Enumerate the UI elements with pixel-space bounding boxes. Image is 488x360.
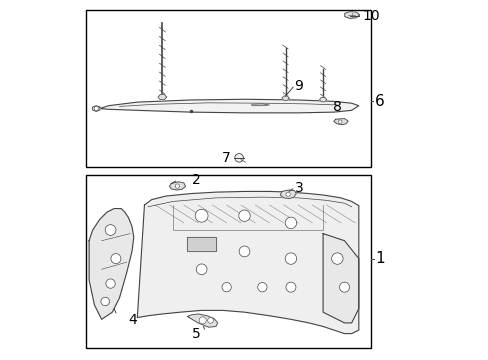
- Circle shape: [101, 297, 109, 306]
- Circle shape: [239, 246, 249, 257]
- Polygon shape: [187, 237, 216, 251]
- Polygon shape: [282, 96, 288, 100]
- Text: 6: 6: [374, 94, 384, 109]
- Circle shape: [195, 209, 207, 222]
- Polygon shape: [92, 106, 100, 111]
- Polygon shape: [137, 192, 358, 334]
- Circle shape: [105, 225, 116, 235]
- Polygon shape: [169, 182, 185, 190]
- Circle shape: [238, 210, 250, 221]
- Polygon shape: [158, 95, 166, 100]
- Circle shape: [338, 120, 341, 123]
- Circle shape: [111, 253, 121, 264]
- Text: 1: 1: [374, 251, 384, 266]
- Circle shape: [207, 318, 213, 323]
- Text: 9: 9: [294, 79, 303, 93]
- Polygon shape: [323, 234, 358, 323]
- Text: 4: 4: [128, 313, 137, 327]
- Polygon shape: [333, 118, 347, 125]
- Circle shape: [285, 253, 296, 264]
- Circle shape: [285, 217, 296, 229]
- Circle shape: [257, 283, 266, 292]
- Polygon shape: [344, 12, 359, 18]
- Circle shape: [175, 184, 179, 188]
- Polygon shape: [100, 99, 358, 113]
- Circle shape: [331, 253, 343, 264]
- Circle shape: [106, 279, 115, 288]
- Text: 3: 3: [294, 181, 303, 195]
- Circle shape: [94, 107, 98, 111]
- Circle shape: [234, 154, 243, 162]
- Circle shape: [196, 264, 206, 275]
- Text: 5: 5: [191, 327, 200, 341]
- Circle shape: [199, 317, 206, 324]
- Text: 8: 8: [332, 100, 341, 114]
- Text: 7: 7: [222, 151, 231, 165]
- Polygon shape: [319, 98, 326, 102]
- Text: 10: 10: [362, 9, 379, 23]
- Circle shape: [285, 192, 290, 197]
- Polygon shape: [280, 190, 296, 199]
- Bar: [85, 10, 370, 167]
- Circle shape: [285, 282, 295, 292]
- Circle shape: [196, 239, 207, 250]
- Bar: [85, 175, 370, 348]
- Text: 2: 2: [191, 173, 200, 187]
- Circle shape: [339, 282, 349, 292]
- Circle shape: [222, 283, 231, 292]
- Polygon shape: [89, 208, 134, 319]
- Polygon shape: [187, 314, 217, 327]
